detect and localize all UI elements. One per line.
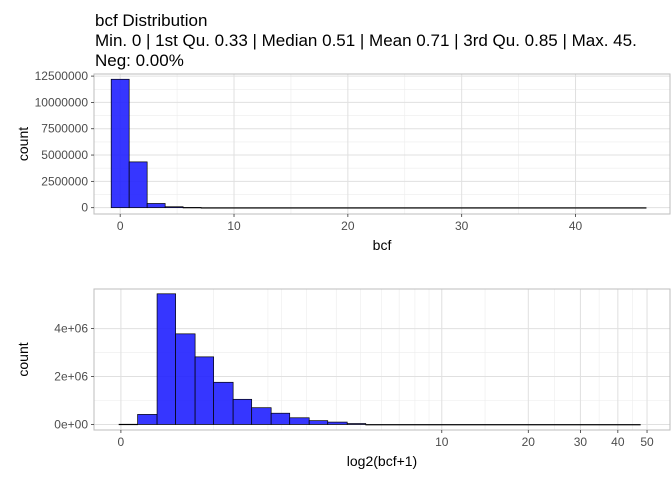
chart2-y-axis-title: count — [15, 342, 31, 376]
chart2-x-tick-label: 20 — [522, 435, 536, 449]
chart2-bar — [327, 421, 348, 425]
chart1-panel-border — [93, 73, 671, 215]
histogram-log2-bcf: 0 10 20 30 40 50 0e+00 2e+06 4e+06 log2(bcf+1) cou… — [15, 288, 671, 469]
chart2-bar — [175, 333, 196, 425]
chart1-bar — [128, 161, 148, 209]
chart2-x-tick-label: 0 — [118, 435, 125, 449]
chart1-x-tick-label: 0 — [117, 219, 124, 233]
chart2-x-axis-title: log2(bcf+1) — [347, 453, 417, 469]
chart2-bar — [270, 412, 291, 425]
chart2-bar — [346, 423, 367, 425]
chart1-y-tick-label: 10000000 — [35, 95, 89, 109]
chart2-bar — [156, 293, 176, 425]
chart-title: bcf Distribution Min. 0 | 1st Qu. 0.33 |… — [95, 11, 637, 71]
chart1-x-axis-title: bcf — [373, 237, 392, 253]
histogram-bcf: 0 10 20 30 40 0 2500000 5000000 7500000 10000000 1… — [15, 69, 671, 253]
chart1-x-tick-label: 30 — [455, 219, 469, 233]
chart2-x-tick-label: 40 — [611, 435, 625, 449]
chart1-x-tick-label: 10 — [227, 219, 241, 233]
chart2-bar — [213, 381, 234, 425]
chart-title-line-3: Neg: 0.00% — [95, 51, 184, 70]
chart2-bar — [308, 420, 329, 425]
chart-title-line-1: bcf Distribution — [95, 11, 208, 30]
chart1-bar — [164, 206, 184, 209]
chart1-x-tick-label: 20 — [341, 219, 355, 233]
chart2-bar — [194, 356, 215, 425]
chart2-bar — [289, 417, 310, 425]
chart2-y-tick-label: 4e+06 — [54, 322, 88, 336]
chart1-bar — [182, 207, 202, 209]
chart1-y-tick-label: 0 — [81, 201, 88, 215]
chart-title-line-2: Min. 0 | 1st Qu. 0.33 | Median 0.51 | Me… — [95, 31, 637, 50]
chart2-bar — [232, 398, 253, 425]
chart1-panel-background — [94, 74, 670, 214]
chart1-y-tick-label: 5000000 — [41, 148, 88, 162]
chart1-bar — [110, 78, 130, 209]
chart2-bar — [365, 424, 641, 426]
chart2-panel-border — [93, 288, 671, 431]
chart1-y-tick-label: 12500000 — [35, 69, 89, 83]
chart2-x-tick-label: 10 — [435, 435, 449, 449]
chart2-x-tick-label: 30 — [574, 435, 588, 449]
chart2-bar — [118, 423, 138, 426]
chart2-x-tick-label: 50 — [640, 435, 654, 449]
chart1-y-tick-label: 7500000 — [41, 122, 88, 136]
chart1-y-tick-label: 2500000 — [41, 174, 88, 188]
chart1-y-axis-title: count — [15, 127, 31, 161]
chart2-y-tick-label: 0e+00 — [54, 417, 88, 431]
chart1-bar — [200, 207, 647, 209]
chart2-bar — [137, 414, 158, 425]
chart1-bar — [146, 203, 166, 209]
chart1-x-tick-label: 40 — [569, 219, 583, 233]
chart2-bar — [251, 407, 272, 425]
chart2-y-tick-label: 2e+06 — [54, 370, 88, 384]
